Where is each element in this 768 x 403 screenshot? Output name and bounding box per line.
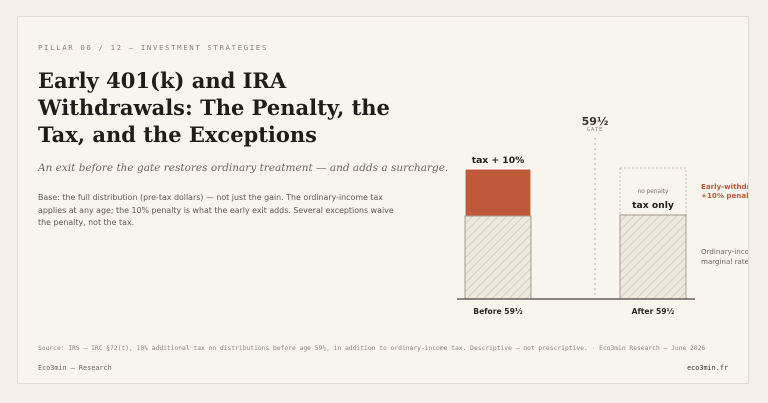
before-label: Before 59½ <box>473 307 523 316</box>
eyebrow: PILLAR 06 / 12 — INVESTMENT STRATEGIES <box>38 43 268 52</box>
footer-brand: Eco3min — Research <box>38 364 112 372</box>
withdrawal-diagram: 59½ GATE tax + 10% no penalty tax only B… <box>457 115 749 316</box>
before-top-label: tax + 10% <box>472 155 525 166</box>
after-top-label: tax only <box>632 200 674 211</box>
page-title: Early 401(k) and IRA Withdrawals: The Pe… <box>38 68 390 147</box>
source-note: Source: IRS — IRC §72(t), 10% additional… <box>38 345 706 352</box>
before-tax-segment <box>464 215 532 300</box>
before-penalty-segment <box>464 168 532 217</box>
gate-sublabel: GATE <box>587 127 603 133</box>
legend-tax-line1: Ordinary-income tax <box>701 247 749 256</box>
gate-label: 59½ <box>582 115 609 128</box>
legend-penalty-line1: Early-withdrawal <box>701 182 749 191</box>
legend-penalty-line2: +10% penalty <box>701 191 749 200</box>
after-label: After 59½ <box>632 307 675 316</box>
footer-site-link[interactable]: eco3min.fr <box>687 364 728 372</box>
after-note: no penalty <box>638 189 669 195</box>
page-card: PILLAR 06 / 12 — INVESTMENT STRATEGIES E… <box>17 16 749 384</box>
legend-tax-line2: marginal rate <box>701 257 749 266</box>
subtitle: An exit before the gate restores ordinar… <box>38 162 449 174</box>
body-text: Base: the full distribution (pre-tax dol… <box>38 193 394 228</box>
after-tax-segment <box>619 214 687 300</box>
